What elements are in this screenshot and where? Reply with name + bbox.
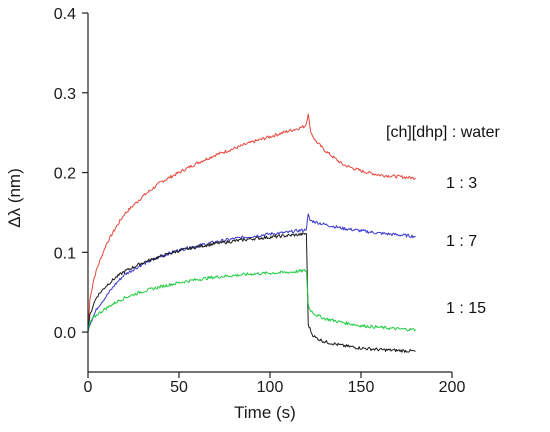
- y-tick-label: 0.1: [54, 245, 76, 262]
- x-axis-label: Time (s): [234, 403, 296, 422]
- series-line-0: [87, 113, 416, 333]
- series-line-1: [87, 213, 416, 333]
- series-line-3: [87, 269, 416, 333]
- x-tick-label: 100: [257, 379, 284, 396]
- y-axis-label: Δλ (nm): [5, 168, 24, 228]
- x-tick-label: 200: [439, 379, 466, 396]
- plot-area: [87, 113, 416, 353]
- legend-title: [ch][dhp] : water: [386, 124, 501, 141]
- x-tick-label: 50: [170, 379, 188, 396]
- series-label-1-15: 1 : 15: [446, 300, 486, 317]
- series-line-2: [87, 232, 416, 353]
- axes: 0.0 0.1 0.2 0.3 0.4 0 50 100 150 200: [54, 6, 466, 396]
- y-tick-label: 0.0: [54, 325, 76, 342]
- y-tick-label: 0.2: [54, 166, 76, 183]
- x-tick-label: 0: [84, 379, 93, 396]
- x-tick-label: 150: [348, 379, 375, 396]
- series-label-1-3: 1 : 3: [446, 175, 477, 192]
- y-tick-label: 0.3: [54, 86, 76, 103]
- series-label-1-7: 1 : 7: [446, 233, 477, 250]
- y-tick-label: 0.4: [54, 6, 76, 23]
